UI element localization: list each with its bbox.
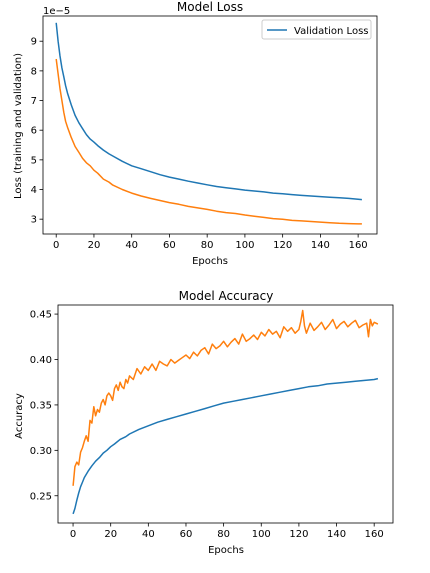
loss-x-tick-label: 0 xyxy=(53,240,59,251)
accuracy-x-tick-label: 0 xyxy=(70,529,76,540)
accuracy-y-tick-label: 0.25 xyxy=(30,491,52,502)
loss-series-line-0 xyxy=(55,58,362,225)
accuracy-x-tick-label: 100 xyxy=(252,529,271,540)
accuracy-x-tick-label: 140 xyxy=(327,529,346,540)
accuracy-x-tick-label: 120 xyxy=(289,529,308,540)
loss-x-tick-label: 120 xyxy=(273,240,292,251)
loss-chart-y-offset-label: 1e−5 xyxy=(43,6,70,17)
loss-y-tick-label: 9 xyxy=(31,37,37,48)
loss-chart: Model Loss 1e−5 Epochs Loss (training an… xyxy=(13,0,378,267)
loss-plot-frame xyxy=(42,15,378,235)
loss-y-tick-label: 3 xyxy=(31,215,37,226)
loss-x-tick-label: 40 xyxy=(125,240,138,251)
accuracy-x-tick-label: 160 xyxy=(365,529,384,540)
accuracy-y-tick-label: 0.45 xyxy=(30,310,52,321)
loss-chart-title: Model Loss xyxy=(177,0,243,14)
loss-chart-xlabel: Epochs xyxy=(192,256,228,267)
loss-x-tick-label: 60 xyxy=(163,240,176,251)
accuracy-x-tick-label: 60 xyxy=(180,529,193,540)
accuracy-series-line-0 xyxy=(72,377,379,515)
loss-axes: 0 20 40 60 80 100 120 140 160 3 4 5 6 7 8 9 xyxy=(31,15,378,251)
accuracy-chart-xlabel: Epochs xyxy=(208,545,244,556)
loss-y-tick-label: 8 xyxy=(31,66,37,77)
accuracy-chart-title: Model Accuracy xyxy=(179,289,274,303)
loss-chart-legend-box xyxy=(261,19,372,40)
accuracy-chart: Model Accuracy Epochs Accuracy 0 20 40 60 80… xyxy=(14,289,394,556)
accuracy-y-tick-label: 0.30 xyxy=(30,446,52,457)
loss-y-tick-label: 6 xyxy=(31,126,37,137)
accuracy-x-tick-label: 80 xyxy=(217,529,230,540)
accuracy-y-tick-label: 0.35 xyxy=(30,400,52,411)
accuracy-x-tick-label: 20 xyxy=(104,529,117,540)
loss-series-line-1 xyxy=(55,22,362,201)
loss-x-tick-label: 100 xyxy=(235,240,254,251)
loss-x-tick-label: 20 xyxy=(88,240,101,251)
loss-x-tick-label: 160 xyxy=(349,240,368,251)
loss-y-tick-label: 5 xyxy=(31,155,37,166)
loss-y-tick-label: 7 xyxy=(31,96,37,107)
loss-chart-legend: Validation Loss xyxy=(261,19,372,40)
loss-chart-legend-label: Validation Loss xyxy=(294,26,369,37)
accuracy-x-tick-label: 40 xyxy=(142,529,155,540)
accuracy-plot-frame xyxy=(57,304,394,524)
accuracy-chart-ylabel: Accuracy xyxy=(14,393,25,439)
accuracy-axes: 0 20 40 60 80 100 120 140 160 0.25 0.30 0.35 0.40 0.4… xyxy=(30,304,394,540)
accuracy-y-tick-label: 0.40 xyxy=(30,355,52,366)
loss-chart-ylabel: Loss (training and validation) xyxy=(13,53,24,199)
loss-y-tick-label: 4 xyxy=(31,185,37,196)
accuracy-series-line-1 xyxy=(72,309,379,486)
loss-x-tick-label: 140 xyxy=(311,240,330,251)
loss-x-tick-label: 80 xyxy=(201,240,214,251)
